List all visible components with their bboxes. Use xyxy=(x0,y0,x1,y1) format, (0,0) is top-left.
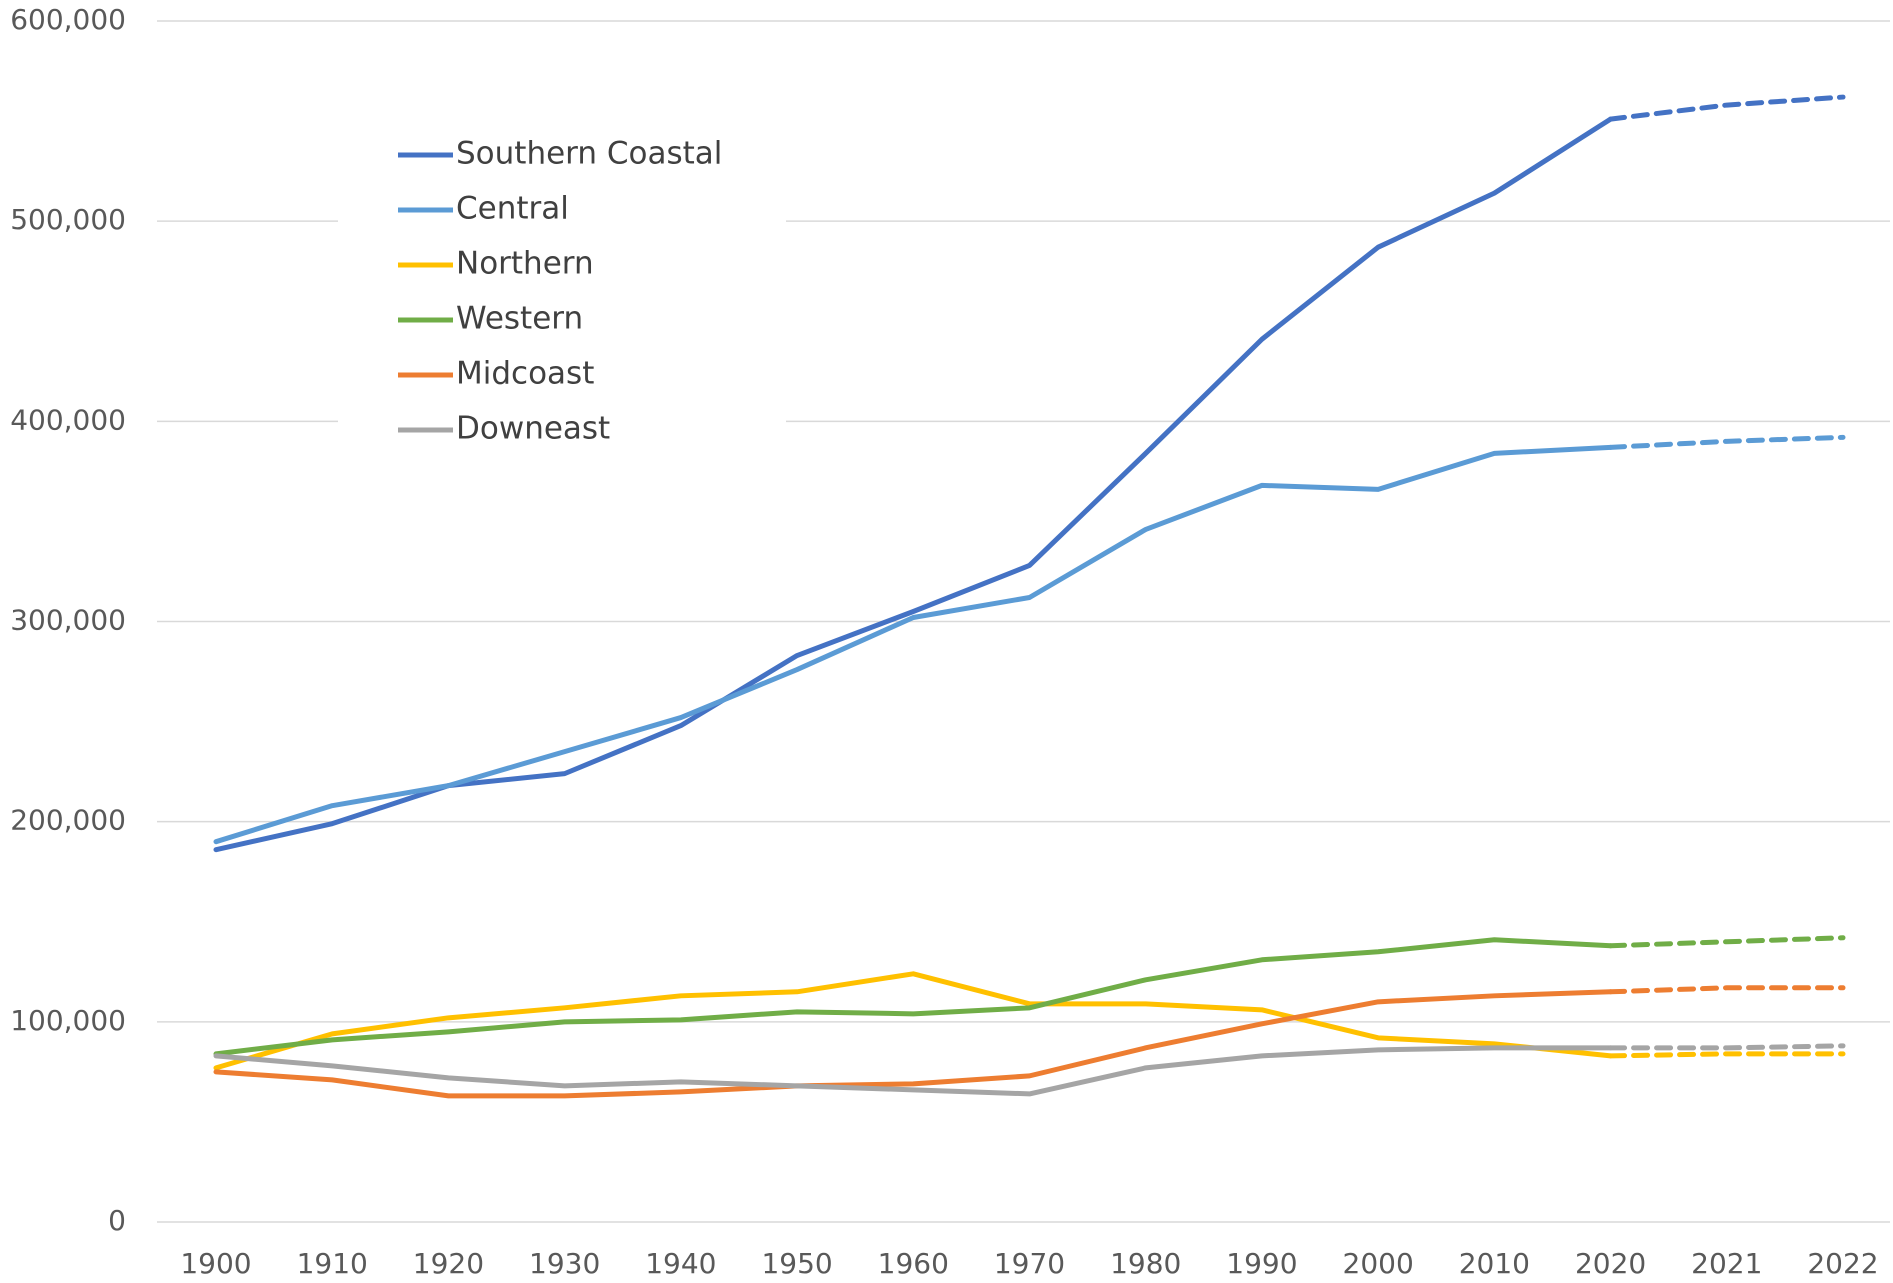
x-tick-label: 2022 xyxy=(1807,1247,1878,1280)
legend-label: Southern Coastal xyxy=(456,136,722,172)
y-tick-label: 500,000 xyxy=(10,203,126,236)
legend-background xyxy=(338,120,786,470)
y-tick-label: 400,000 xyxy=(10,403,126,436)
y-tick-label: 300,000 xyxy=(10,604,126,637)
y-tick-label: 100,000 xyxy=(10,1004,126,1037)
y-tick-label: 600,000 xyxy=(10,3,126,36)
projection-line xyxy=(1608,1051,1846,1059)
x-tick-label: 1960 xyxy=(878,1247,949,1280)
projection-line xyxy=(1608,94,1846,122)
legend-label: Midcoast xyxy=(456,356,594,392)
legend-label: Northern xyxy=(456,246,594,282)
projection-line xyxy=(1608,935,1846,949)
x-tick-label: 1930 xyxy=(529,1247,600,1280)
x-tick-label: 1920 xyxy=(413,1247,484,1280)
x-tick-label: 2000 xyxy=(1343,1247,1414,1280)
series-line xyxy=(213,971,1614,1071)
projection-line xyxy=(1608,1043,1846,1051)
x-tick-label: 1980 xyxy=(1110,1247,1181,1280)
y-tick-label: 0 xyxy=(108,1204,126,1237)
x-tick-label: 1950 xyxy=(761,1247,832,1280)
x-tick-label: 1970 xyxy=(994,1247,1065,1280)
y-tick-label: 200,000 xyxy=(10,804,126,837)
legend-label: Central xyxy=(456,191,569,227)
series-line xyxy=(213,937,1614,1057)
x-tick-label: 1940 xyxy=(645,1247,716,1280)
series-line xyxy=(213,989,1614,1099)
series-line xyxy=(213,444,1614,845)
projection-line xyxy=(1608,985,1846,995)
legend-label: Downeast xyxy=(456,411,610,447)
x-tick-label: 1990 xyxy=(1226,1247,1297,1280)
series-line xyxy=(213,1045,1614,1097)
x-tick-label: 2010 xyxy=(1459,1247,1530,1280)
x-tick-label: 1900 xyxy=(180,1247,251,1280)
x-tick-label: 2021 xyxy=(1691,1247,1762,1280)
x-tick-label: 1910 xyxy=(297,1247,368,1280)
x-tick-label: 2020 xyxy=(1575,1247,1646,1280)
legend-label: Western xyxy=(456,301,583,337)
projection-line xyxy=(1608,434,1846,450)
